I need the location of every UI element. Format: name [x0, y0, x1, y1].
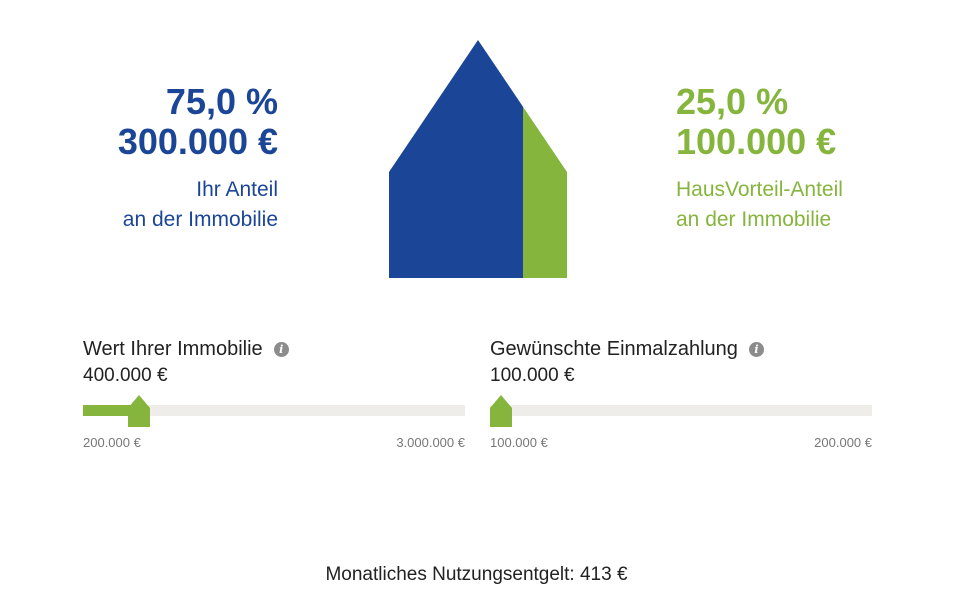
- property-value-track[interactable]: [83, 405, 465, 416]
- owner-share-label-line1: Ihr Anteil: [196, 178, 278, 201]
- property-value-slider: Wert Ihrer Immobilie i 400.000 € 200.000…: [83, 336, 466, 450]
- one-time-payment-display: 100.000 €: [490, 365, 575, 386]
- partner-share-amount: 100.000 €: [676, 121, 837, 162]
- one-time-payment-min: 100.000 €: [490, 435, 548, 450]
- property-value-range: 200.000 € 3.000.000 €: [83, 435, 465, 450]
- owner-share-amount: 300.000 €: [117, 121, 278, 162]
- owner-share-panel: 75,0 % 300.000 € Ihr Anteil an der Immob…: [118, 82, 278, 235]
- house-partner-part: [523, 40, 567, 278]
- one-time-payment-slider: Gewünschte Einmalzahlung i 100.000 € 100…: [490, 336, 873, 450]
- owner-share-label: Ihr Anteil an der Immobilie: [118, 175, 278, 235]
- partner-share-label-line1: HausVorteil-Anteil: [676, 178, 843, 201]
- owner-share-label-line2: an der Immobilie: [122, 208, 278, 231]
- info-icon[interactable]: i: [273, 341, 289, 357]
- info-icon[interactable]: i: [748, 341, 764, 357]
- one-time-payment-range: 100.000 € 200.000 €: [490, 435, 872, 450]
- one-time-payment-label-row: Gewünschte Einmalzahlung i: [490, 336, 873, 362]
- monthly-fee: Monatliches Nutzungsentgelt: 413 €: [325, 564, 628, 585]
- property-value-max: 3.000.000 €: [396, 435, 465, 450]
- property-value-min: 200.000 €: [83, 435, 141, 450]
- property-value-label-row: Wert Ihrer Immobilie i: [83, 336, 466, 362]
- partner-share-percent: 25,0 %: [676, 81, 789, 122]
- one-time-payment-max: 200.000 €: [814, 435, 872, 450]
- partner-share-panel: 25,0 % 100.000 € HausVorteil-Anteil an d…: [676, 82, 843, 235]
- one-time-payment-slider-handle[interactable]: [490, 395, 512, 427]
- partner-share-label-line2: an der Immobilie: [676, 208, 832, 231]
- one-time-payment-label: Gewünschte Einmalzahlung: [490, 337, 738, 360]
- property-value-display: 400.000 €: [83, 365, 168, 386]
- house-share-graphic: [389, 40, 567, 278]
- house-owner-part: [389, 40, 523, 278]
- owner-share-percent: 75,0 %: [165, 81, 278, 122]
- property-value-slider-handle[interactable]: [128, 395, 150, 427]
- one-time-payment-track[interactable]: [490, 405, 872, 416]
- property-value-track-fill: [83, 405, 139, 416]
- property-value-label: Wert Ihrer Immobilie: [83, 337, 263, 360]
- partner-share-label: HausVorteil-Anteil an der Immobilie: [676, 175, 843, 235]
